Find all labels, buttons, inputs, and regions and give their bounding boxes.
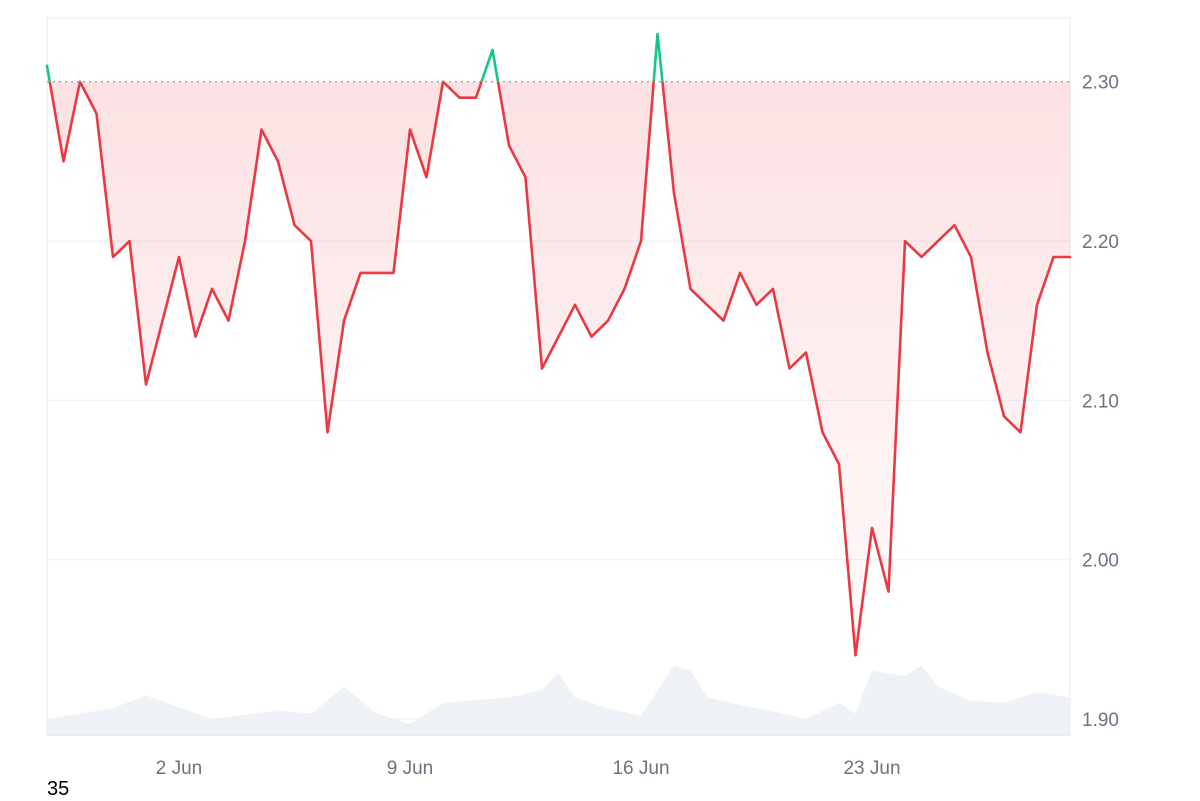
y-axis-ticks: 2.30 2.20 2.10 2.00 1.90	[1082, 73, 1119, 731]
x-tick-label: 23 Jun	[843, 758, 900, 779]
x-tick-label: 9 Jun	[387, 758, 433, 779]
volume-area	[47, 666, 1070, 736]
y-tick-label: 2.20	[1082, 232, 1119, 253]
y-tick-label: 2.00	[1082, 551, 1119, 572]
y-tick-label: 2.30	[1082, 73, 1119, 94]
x-axis-ticks: 2 Jun 9 Jun 16 Jun 23 Jun	[156, 758, 901, 779]
y-tick-label: 2.10	[1082, 391, 1119, 412]
corner-note: 35	[47, 778, 69, 801]
x-tick-label: 16 Jun	[612, 758, 669, 779]
x-tick-label: 2 Jun	[156, 758, 202, 779]
below-baseline-fill	[47, 34, 1070, 655]
y-tick-label: 1.90	[1082, 710, 1119, 731]
